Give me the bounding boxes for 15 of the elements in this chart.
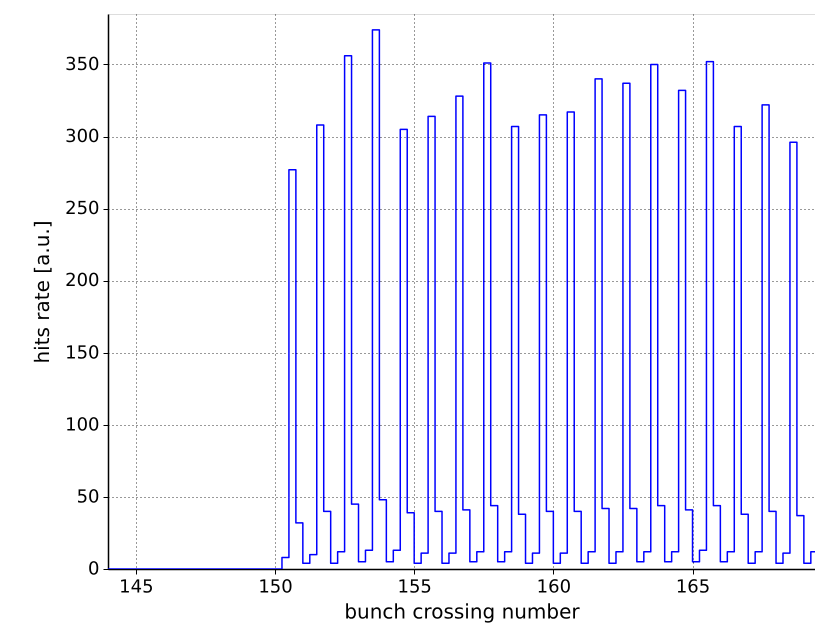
y-tick-label: 100 bbox=[65, 414, 100, 436]
x-tick-label: 145 bbox=[119, 576, 154, 598]
y-tick-label: 0 bbox=[88, 558, 100, 580]
y-axis-title: hits rate [a.u.] bbox=[30, 220, 54, 364]
x-tick-label: 165 bbox=[676, 576, 710, 598]
y-tick-label: 200 bbox=[65, 270, 100, 292]
x-tick-label: 155 bbox=[398, 576, 432, 598]
y-tick-label: 250 bbox=[65, 198, 100, 220]
x-tick-label: 160 bbox=[536, 576, 572, 598]
y-tick-label: 300 bbox=[65, 126, 100, 148]
x-axis-title: bunch crossing number bbox=[344, 600, 580, 624]
y-tick-label: 150 bbox=[65, 342, 100, 364]
x-tick-label: 150 bbox=[258, 576, 293, 598]
y-tick-label: 350 bbox=[65, 54, 100, 75]
y-tick-label: 50 bbox=[76, 486, 100, 508]
